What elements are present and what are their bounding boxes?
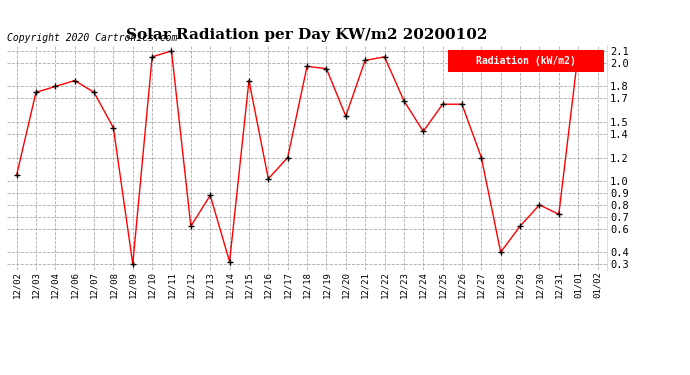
Text: Copyright 2020 Cartronics.com: Copyright 2020 Cartronics.com [7, 33, 177, 43]
Title: Solar Radiation per Day KW/m2 20200102: Solar Radiation per Day KW/m2 20200102 [126, 28, 488, 42]
